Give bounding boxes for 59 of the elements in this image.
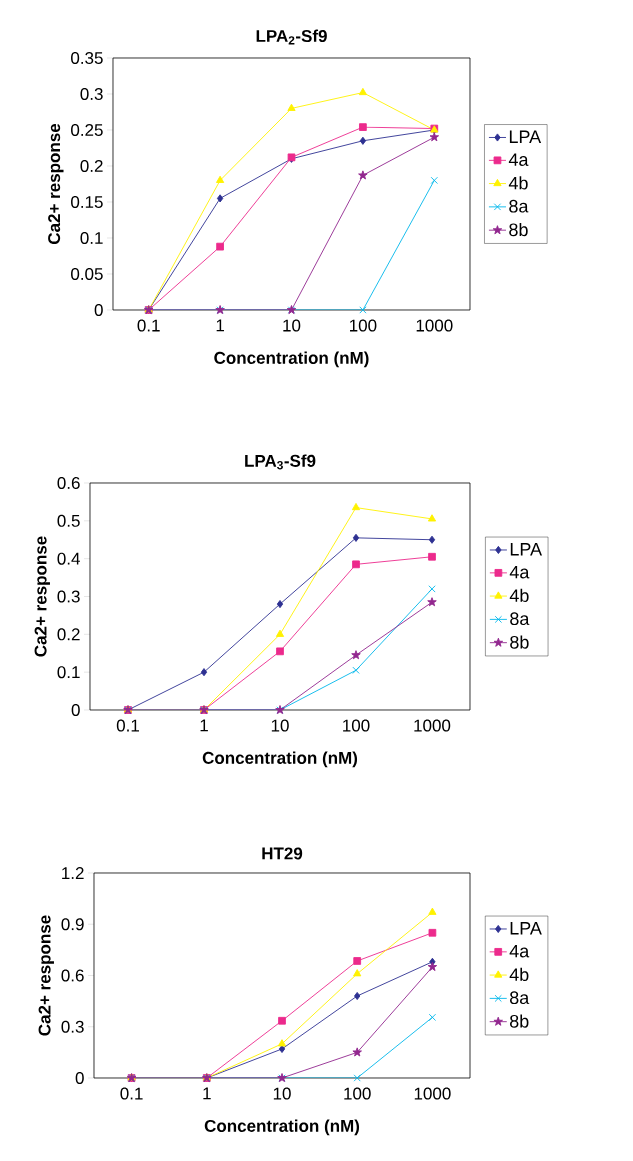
legend-label: 4b: [509, 967, 529, 982]
legend-label: 4b: [509, 588, 529, 603]
x-tick-label: 0.1: [137, 319, 160, 332]
y-tick-label: 0.1: [57, 666, 80, 679]
y-tick-label: 0.1: [80, 231, 103, 245]
y-axis-title: Ca2+ response: [38, 915, 54, 1036]
y-tick-label: 0.2: [80, 159, 103, 173]
y-tick-label: 0.6: [61, 969, 84, 982]
y-tick-label: 0: [71, 703, 80, 717]
y-tick-label: 0.2: [57, 628, 80, 641]
y-tick-label: 0.5: [57, 514, 80, 527]
x-tick-label: 1000: [414, 1087, 451, 1100]
y-tick-label: 0: [94, 303, 103, 317]
chart-title: LPA$_{2}$-Sf9: [256, 29, 327, 45]
legend-label: 8b: [510, 635, 529, 649]
x-axis-title: Concentration (nM): [204, 1119, 360, 1136]
x-tick-label: 10: [283, 319, 301, 332]
legend-label: 4b: [508, 176, 528, 190]
y-tick-label: 0.6: [57, 476, 80, 490]
x-tick-label: 0.1: [120, 1087, 143, 1100]
y-tick-label: 1.2: [62, 867, 84, 879]
x-tick-label: 1: [200, 719, 208, 732]
y-tick-label: 0.9: [61, 918, 84, 931]
y-tick-label: 0.4: [57, 552, 80, 565]
x-tick-label: 10: [273, 1087, 291, 1100]
y-tick-label: 0.25: [71, 123, 103, 137]
x-tick-label: 1000: [414, 719, 451, 732]
legend-label: 8a: [509, 199, 529, 213]
legend-label: LPA: [510, 543, 543, 556]
y-tick-label: 0.3: [61, 1020, 84, 1033]
x-tick-label: 0.1: [116, 719, 139, 732]
y-axis-title: Ca2+ response: [48, 123, 64, 245]
x-tick-label: 100: [350, 319, 377, 332]
y-tick-label: 0.35: [71, 51, 103, 65]
y-tick-label: 0.15: [71, 195, 103, 209]
x-tick-label: 10: [271, 719, 289, 732]
x-tick-label: 1000: [416, 319, 453, 332]
y-tick-label: 0: [75, 1071, 84, 1085]
x-tick-label: 100: [343, 719, 370, 732]
legend-label: LPA: [510, 922, 542, 935]
x-tick-label: 100: [344, 1087, 371, 1100]
chart-title: HT29: [262, 847, 303, 860]
x-axis-title: Concentration (nM): [214, 351, 369, 368]
x-tick-label: 1: [216, 319, 224, 332]
legend-label: 4a: [509, 944, 530, 958]
legend-label: 8a: [510, 612, 530, 626]
y-tick-label: 0.05: [71, 267, 103, 281]
legend-label: 4a: [509, 565, 530, 579]
y-tick-label: 0.3: [80, 87, 103, 101]
x-tick-label: 1: [203, 1087, 211, 1100]
legend-label: 8a: [509, 991, 530, 1005]
legend-label: LPA: [509, 130, 542, 143]
legend-label: 4a: [508, 153, 529, 166]
legend-label: 8b: [509, 222, 528, 237]
chart-title: LPA$_{3}$-Sf9: [245, 454, 316, 470]
x-axis-title: Concentration (nM): [202, 751, 358, 768]
legend-label: 8b: [509, 1014, 529, 1028]
y-axis-title: Ca2+ response: [34, 536, 50, 657]
y-tick-label: 0.3: [57, 590, 80, 603]
